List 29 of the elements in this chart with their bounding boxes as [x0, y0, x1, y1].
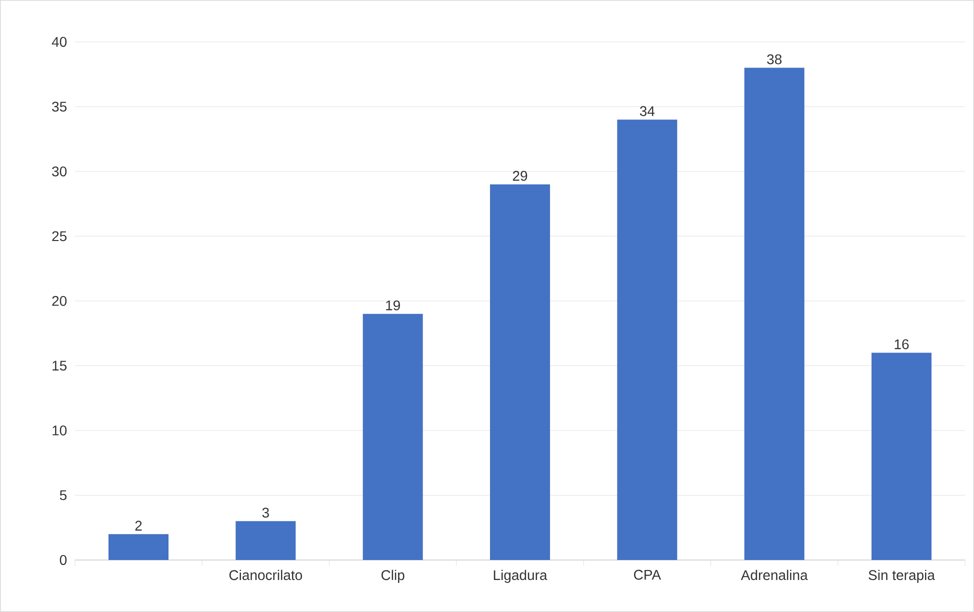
y-tick-label: 40 [52, 36, 67, 47]
data-label: 19 [386, 300, 400, 310]
bar [362, 314, 423, 560]
x-tick-label: CPA [634, 570, 662, 580]
bar [490, 184, 550, 560]
data-label: 3 [262, 508, 269, 518]
x-tick-label: Clip [381, 570, 404, 583]
x-tick-label: Adrenalina [740, 570, 808, 580]
x-tick-label: Ligadura [494, 570, 548, 583]
y-tick-label: 30 [52, 166, 67, 176]
data-label: 16 [894, 339, 909, 350]
bar [872, 352, 932, 560]
y-tick-label: 20 [52, 296, 67, 306]
bar [744, 68, 804, 560]
y-tick-label: 35 [52, 102, 67, 112]
bar [108, 534, 169, 560]
x-tick-label: Cianocrilato [229, 570, 302, 580]
bar [236, 521, 296, 560]
x-tick-label: Sin terapia [868, 570, 935, 583]
data-label: 38 [767, 54, 782, 64]
y-tick-label: 0 [60, 555, 67, 566]
y-tick-label: 10 [52, 426, 67, 436]
data-label: 2 [135, 520, 142, 531]
data-label: 29 [512, 170, 528, 181]
bar [617, 120, 678, 560]
y-tick-label: 5 [60, 490, 67, 500]
y-tick-label: 25 [52, 231, 67, 242]
y-tick-label: 15 [52, 360, 67, 371]
data-label: 34 [640, 106, 655, 116]
